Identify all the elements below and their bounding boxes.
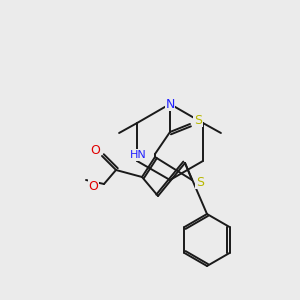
Text: N: N	[165, 98, 175, 110]
Text: O: O	[90, 145, 100, 158]
Text: HN: HN	[130, 150, 147, 160]
Text: S: S	[194, 113, 202, 127]
Text: S: S	[196, 176, 204, 188]
Text: O: O	[88, 179, 98, 193]
